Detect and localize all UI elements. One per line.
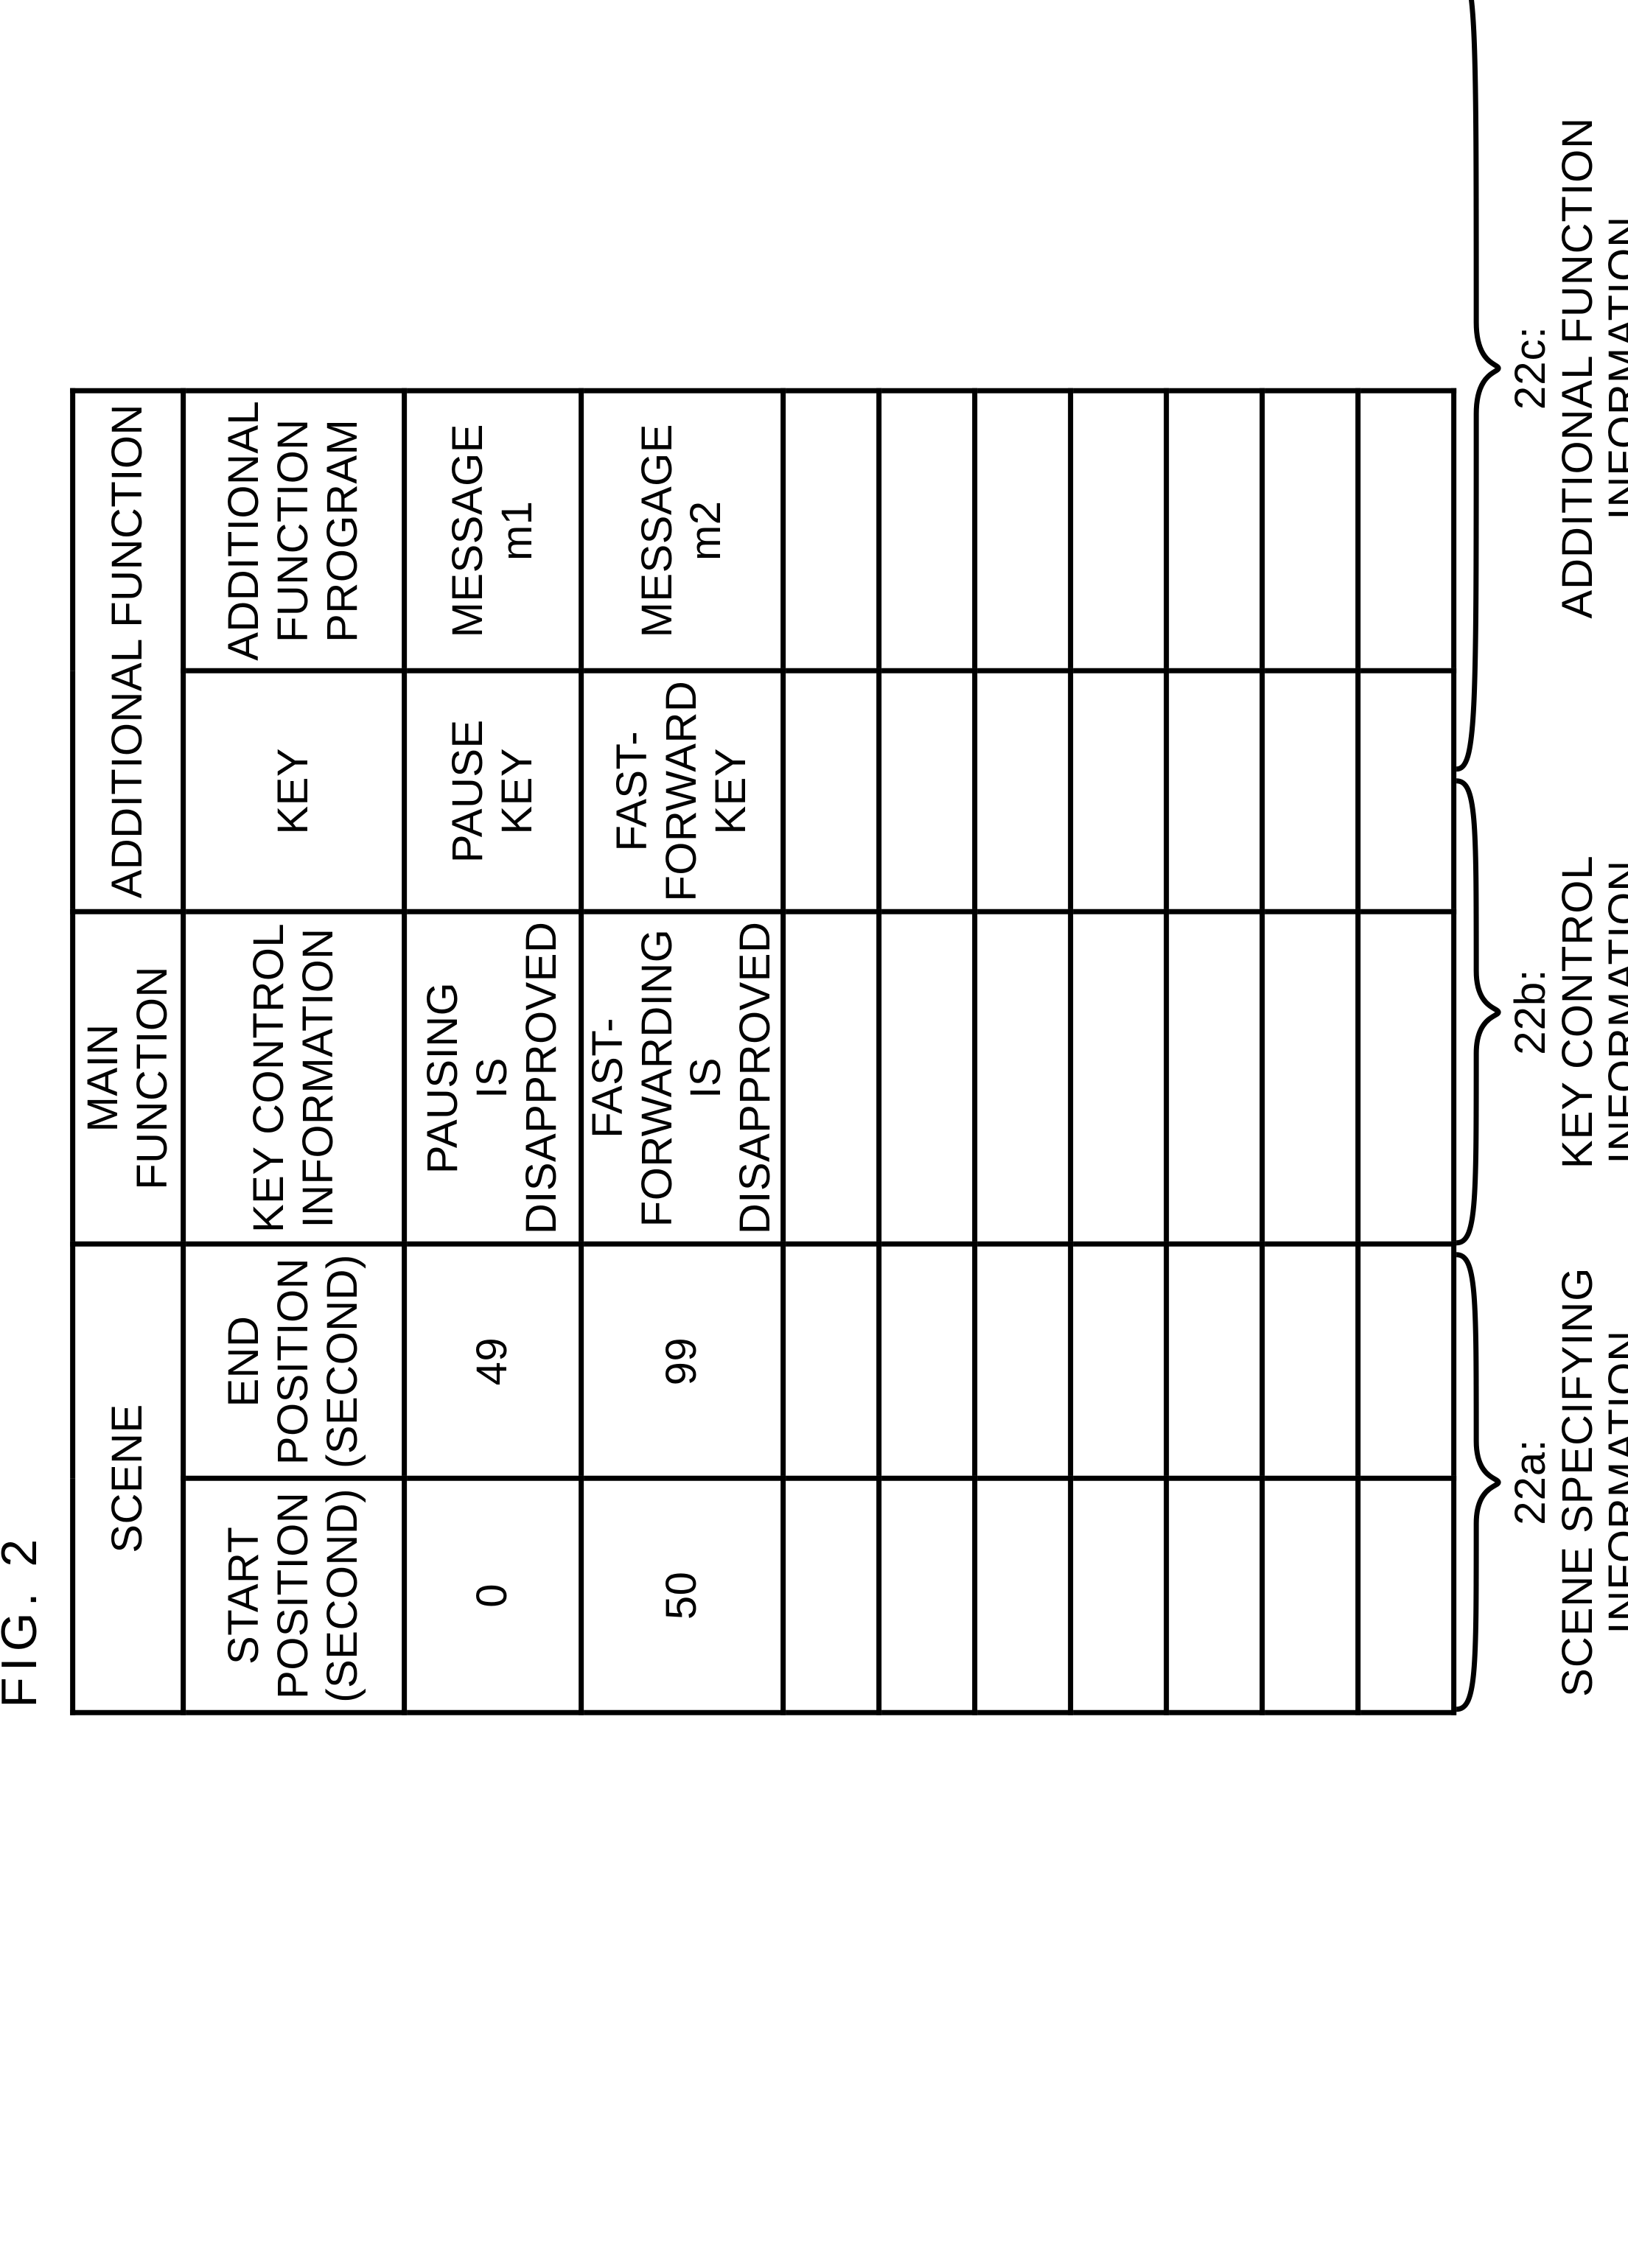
cell-empty	[1262, 671, 1358, 911]
cell-empty	[878, 1245, 974, 1479]
cell-prog: MESSAGE m1	[404, 391, 581, 671]
cell-empty	[783, 391, 878, 671]
table-row-empty	[1358, 391, 1453, 1712]
cell-key: PAUSE KEY	[404, 671, 581, 911]
cell-empty	[1262, 911, 1358, 1245]
table-row-empty	[878, 391, 974, 1712]
bracket-22c: 22c: ADDITIONAL FUNCTIONINFORMATION	[1453, 0, 1505, 775]
cell-empty	[783, 1245, 878, 1479]
cell-empty	[974, 391, 1070, 671]
label-22c: 22c: ADDITIONAL FUNCTIONINFORMATION	[1506, 0, 1628, 775]
cell-empty	[1262, 1245, 1358, 1479]
cell-end: 99	[581, 1245, 783, 1479]
cell-main: FAST-FORWARDINGIS DISAPPROVED	[581, 911, 783, 1245]
cell-empty	[878, 671, 974, 911]
table-row-empty	[1166, 391, 1262, 1712]
hdr-keyctrl: KEY CONTROLINFORMATION	[183, 911, 404, 1245]
correlation-table: SCENE MAIN FUNCTION ADDITIONAL FUNCTION …	[70, 388, 1456, 1715]
figure-container: FIG. 2 SCENE MAIN FUNCTION ADDITIONAL FU…	[0, 388, 1628, 1715]
figure-title: FIG. 2	[0, 388, 48, 1708]
hdr-key: KEY	[183, 671, 404, 911]
cell-empty	[1358, 1478, 1453, 1712]
cell-empty	[1166, 391, 1262, 671]
cell-empty	[974, 1478, 1070, 1712]
bracket-22a: 22a: SCENE SPECIFYINGINFORMATION	[1453, 1249, 1505, 1715]
cell-empty	[1070, 1478, 1166, 1712]
cell-empty	[1358, 391, 1453, 671]
cell-empty	[974, 671, 1070, 911]
bracket-22b: 22b: KEY CONTROLINFORMATION	[1453, 775, 1505, 1249]
cell-empty	[878, 1478, 974, 1712]
label-22a: 22a: SCENE SPECIFYINGINFORMATION	[1506, 1249, 1628, 1715]
bracket-row: 22a: SCENE SPECIFYINGINFORMATION 22b: KE…	[1453, 388, 1628, 1715]
table-body: 049PAUSINGIS DISAPPROVEDPAUSE KEYMESSAGE…	[404, 391, 1453, 1712]
cell-empty	[1358, 1245, 1453, 1479]
hdr-scene: SCENE	[72, 1245, 183, 1713]
hdr-main: MAIN FUNCTION	[72, 911, 183, 1245]
table-row-empty	[1070, 391, 1166, 1712]
cell-empty	[783, 911, 878, 1245]
cell-empty	[1070, 911, 1166, 1245]
cell-empty	[783, 1478, 878, 1712]
cell-start: 50	[581, 1478, 783, 1712]
cell-empty	[1166, 1245, 1262, 1479]
cell-empty	[1166, 1478, 1262, 1712]
cell-empty	[1166, 911, 1262, 1245]
hdr-additional: ADDITIONAL FUNCTION	[72, 391, 183, 911]
table-row: 049PAUSINGIS DISAPPROVEDPAUSE KEYMESSAGE…	[404, 391, 581, 1712]
cell-empty	[878, 391, 974, 671]
table-row-empty	[1262, 391, 1358, 1712]
table-row-empty	[783, 391, 878, 1712]
cell-prog: MESSAGE m2	[581, 391, 783, 671]
hdr-end: ENDPOSITION(SECOND)	[183, 1245, 404, 1479]
cell-empty	[878, 911, 974, 1245]
table-row-empty	[974, 391, 1070, 1712]
cell-empty	[1070, 671, 1166, 911]
table-row: 5099FAST-FORWARDINGIS DISAPPROVEDFAST-FO…	[581, 391, 783, 1712]
cell-empty	[974, 1245, 1070, 1479]
cell-empty	[1358, 671, 1453, 911]
cell-key: FAST-FORWARD KEY	[581, 671, 783, 911]
cell-empty	[1070, 391, 1166, 671]
cell-main: PAUSINGIS DISAPPROVED	[404, 911, 581, 1245]
cell-end: 49	[404, 1245, 581, 1479]
cell-empty	[1070, 1245, 1166, 1479]
cell-empty	[1262, 391, 1358, 671]
cell-empty	[1358, 911, 1453, 1245]
cell-empty	[783, 671, 878, 911]
cell-empty	[1262, 1478, 1358, 1712]
cell-start: 0	[404, 1478, 581, 1712]
cell-empty	[974, 911, 1070, 1245]
hdr-start: STARTPOSITION(SECOND)	[183, 1478, 404, 1712]
hdr-prog: ADDITIONALFUNCTIONPROGRAM	[183, 391, 404, 671]
cell-empty	[1166, 671, 1262, 911]
label-22b: 22b: KEY CONTROLINFORMATION	[1506, 775, 1628, 1249]
